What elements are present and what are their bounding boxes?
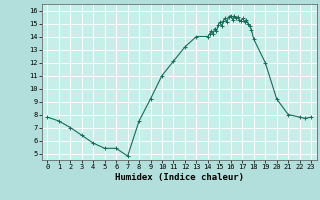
X-axis label: Humidex (Indice chaleur): Humidex (Indice chaleur) xyxy=(115,173,244,182)
